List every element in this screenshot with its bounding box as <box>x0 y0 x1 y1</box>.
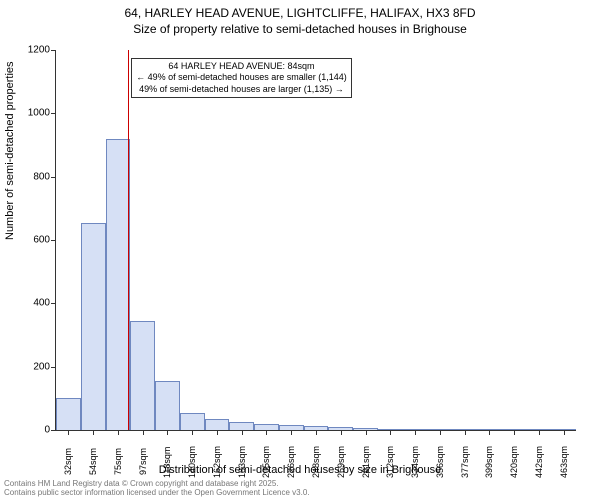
x-tick-mark <box>341 430 342 435</box>
histogram-bar <box>130 321 155 430</box>
histogram-bar <box>180 413 205 430</box>
y-tick-mark <box>51 113 56 114</box>
y-tick-mark <box>51 367 56 368</box>
x-tick-mark <box>440 430 441 435</box>
title-line1: 64, HARLEY HEAD AVENUE, LIGHTCLIFFE, HAL… <box>0 6 600 22</box>
y-tick-label: 1200 <box>20 45 50 56</box>
footer-line1: Contains HM Land Registry data © Crown c… <box>4 479 310 489</box>
footer-attribution: Contains HM Land Registry data © Crown c… <box>4 479 310 498</box>
y-tick-mark <box>51 430 56 431</box>
annotation-box: 64 HARLEY HEAD AVENUE: 84sqm← 49% of sem… <box>131 58 352 98</box>
x-tick-mark <box>118 430 119 435</box>
x-tick-mark <box>514 430 515 435</box>
property-marker-line <box>128 50 129 430</box>
x-tick-mark <box>192 430 193 435</box>
title-line2: Size of property relative to semi-detach… <box>0 22 600 38</box>
x-tick-mark <box>242 430 243 435</box>
x-tick-mark <box>217 430 218 435</box>
footer-line2: Contains public sector information licen… <box>4 488 310 498</box>
y-tick-label: 800 <box>20 171 50 182</box>
annotation-line3: 49% of semi-detached houses are larger (… <box>136 84 347 95</box>
x-tick-mark <box>68 430 69 435</box>
x-axis-label: Distribution of semi-detached houses by … <box>0 464 600 476</box>
annotation-line1: 64 HARLEY HEAD AVENUE: 84sqm <box>136 61 347 72</box>
y-tick-label: 600 <box>20 235 50 246</box>
x-tick-mark <box>143 430 144 435</box>
y-axis-label: Number of semi-detached properties <box>4 61 16 240</box>
y-tick-mark <box>51 240 56 241</box>
histogram-bar <box>81 223 106 430</box>
x-tick-mark <box>390 430 391 435</box>
x-tick-mark <box>167 430 168 435</box>
chart-title: 64, HARLEY HEAD AVENUE, LIGHTCLIFFE, HAL… <box>0 0 600 37</box>
histogram-bar <box>56 398 81 430</box>
y-tick-mark <box>51 50 56 51</box>
y-tick-label: 400 <box>20 298 50 309</box>
annotation-line2: ← 49% of semi-detached houses are smalle… <box>136 72 347 83</box>
y-tick-mark <box>51 177 56 178</box>
x-tick-mark <box>93 430 94 435</box>
x-tick-mark <box>489 430 490 435</box>
histogram-bar <box>155 381 180 430</box>
x-tick-mark <box>564 430 565 435</box>
x-tick-mark <box>539 430 540 435</box>
histogram-bar <box>106 139 131 430</box>
x-tick-mark <box>366 430 367 435</box>
histogram-bar <box>205 419 230 430</box>
x-tick-mark <box>291 430 292 435</box>
chart-container: 64, HARLEY HEAD AVENUE, LIGHTCLIFFE, HAL… <box>0 0 600 500</box>
y-tick-label: 200 <box>20 361 50 372</box>
plot-area: 02004006008001000120032sqm54sqm75sqm97sq… <box>55 50 576 431</box>
x-tick-mark <box>316 430 317 435</box>
x-tick-mark <box>415 430 416 435</box>
histogram-bar <box>229 422 254 430</box>
y-tick-mark <box>51 303 56 304</box>
y-tick-label: 0 <box>20 425 50 436</box>
x-tick-mark <box>266 430 267 435</box>
x-tick-mark <box>465 430 466 435</box>
y-tick-label: 1000 <box>20 108 50 119</box>
